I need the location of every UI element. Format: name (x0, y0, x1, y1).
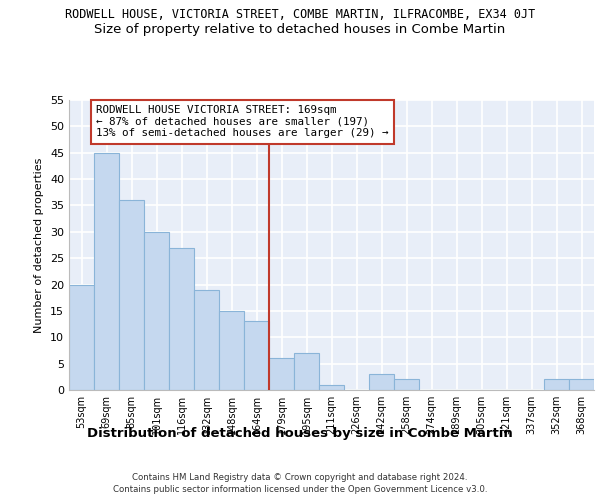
Bar (194, 290, 218, 390)
Bar (319, 384, 344, 390)
Y-axis label: Number of detached properties: Number of detached properties (34, 158, 44, 332)
Text: RODWELL HOUSE VICTORIA STREET: 169sqm
← 87% of detached houses are smaller (197): RODWELL HOUSE VICTORIA STREET: 169sqm ← … (97, 106, 389, 138)
Bar (295, 353, 319, 390)
Bar (394, 380, 419, 390)
Text: Size of property relative to detached houses in Combe Martin: Size of property relative to detached ho… (94, 22, 506, 36)
Bar (370, 374, 394, 390)
Text: RODWELL HOUSE, VICTORIA STREET, COMBE MARTIN, ILFRACOMBE, EX34 0JT: RODWELL HOUSE, VICTORIA STREET, COMBE MA… (65, 8, 535, 20)
Bar (94, 152, 119, 390)
Text: Distribution of detached houses by size in Combe Martin: Distribution of detached houses by size … (87, 428, 513, 440)
Bar (145, 232, 169, 390)
Bar (70, 284, 94, 390)
Text: Contains public sector information licensed under the Open Government Licence v3: Contains public sector information licen… (113, 485, 487, 494)
Bar (169, 248, 194, 390)
Bar (269, 358, 293, 390)
Bar (244, 322, 269, 390)
Text: Contains HM Land Registry data © Crown copyright and database right 2024.: Contains HM Land Registry data © Crown c… (132, 472, 468, 482)
Bar (544, 380, 569, 390)
Bar (569, 380, 593, 390)
Bar (220, 311, 244, 390)
Bar (119, 200, 143, 390)
